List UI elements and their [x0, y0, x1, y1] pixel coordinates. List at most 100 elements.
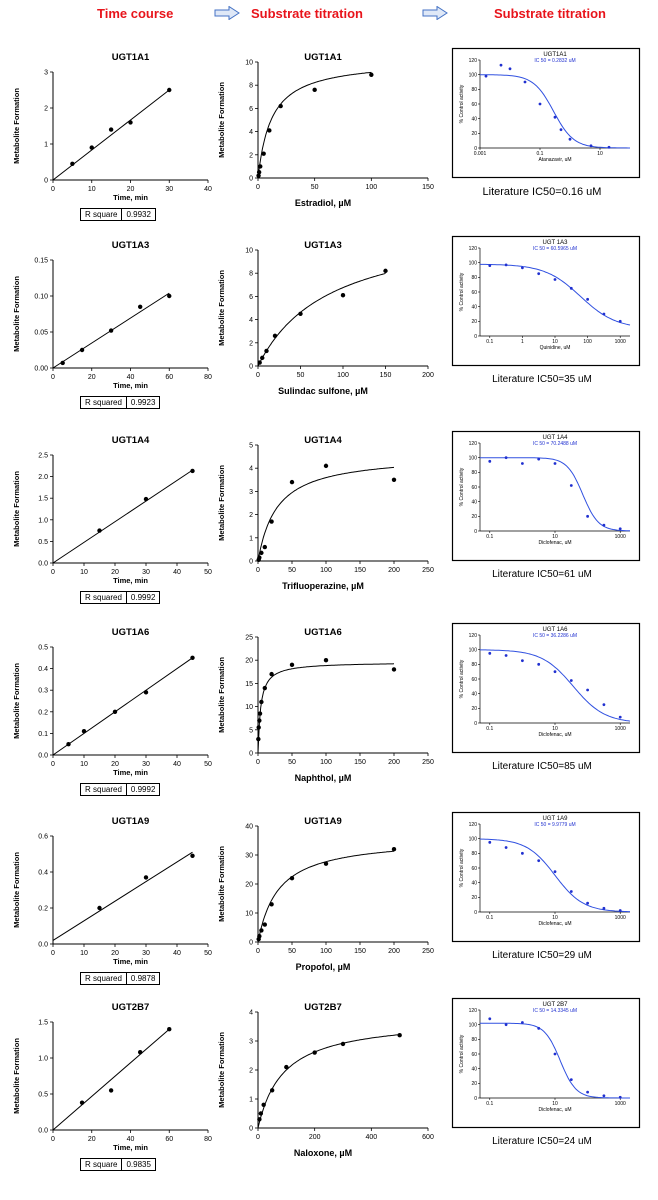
y-tick-label: 0.10 [34, 294, 48, 301]
x-tick-label: 20 [111, 569, 119, 576]
x-tick-label: 200 [422, 372, 434, 379]
michaelis-menten-fit [257, 71, 372, 179]
y-tick-label: 0.05 [34, 330, 48, 337]
y-tick-label: 100 [469, 455, 478, 461]
data-point [269, 902, 274, 907]
data-point [553, 462, 557, 465]
x-tick-label: 10 [80, 761, 88, 768]
x-tick-label: 40 [127, 374, 135, 381]
y-tick-label: 2 [44, 106, 48, 113]
x-axis-label: Time, min [113, 1143, 148, 1152]
y-tick-label: 20 [245, 882, 253, 889]
y-tick-label: 40 [245, 824, 253, 831]
y-tick-label: 0.5 [38, 539, 48, 546]
y-tick-label: 80 [471, 470, 477, 476]
data-point [143, 690, 149, 695]
data-point [602, 906, 606, 910]
x-tick-label: 0 [256, 184, 260, 191]
data-point [262, 685, 267, 691]
x-tick-label: 0 [256, 567, 260, 574]
fit-line [52, 89, 170, 181]
ic50-subtitle: IC 50 = 60.5965 uM [533, 246, 577, 252]
data-point [586, 297, 590, 301]
data-point [323, 463, 329, 469]
data-point [569, 1078, 573, 1082]
x-tick-label: 1000 [615, 915, 626, 921]
data-point [537, 457, 541, 461]
michaelis-menten-fit [257, 1034, 400, 1129]
data-point [312, 87, 317, 93]
ic50-frame [451, 235, 641, 367]
x-axis-label: Sulindac sulfone, µM [278, 386, 368, 396]
r-squared-value: 0.9992 [125, 784, 159, 795]
y-tick-label: 0.4 [38, 870, 48, 877]
fit-line [52, 1028, 170, 1131]
data-point [504, 846, 508, 849]
y-tick-label: 0.1 [38, 731, 48, 738]
data-point [520, 462, 524, 465]
data-point [257, 711, 263, 716]
data-point [257, 555, 262, 560]
y-axis-label: Metabolite Formation [217, 465, 226, 541]
x-axis-label: Time, min [113, 381, 148, 390]
y-tick-label: 0.2 [38, 709, 48, 716]
y-tick-label: 6 [249, 106, 253, 113]
chart-title: UGT1A6 [112, 627, 149, 638]
x-tick-label: 40 [127, 1136, 135, 1143]
literature-ic50-caption: Literature IC50=85 uM [492, 761, 592, 772]
x-tick-label: 100 [337, 372, 349, 379]
y-tick-label: 4 [249, 129, 253, 136]
y-tick-label: 20 [471, 895, 477, 901]
y-tick-label: 0 [474, 146, 477, 152]
timecourse-panel: UGT1A4 0.0 0.5 1.0 1.5 2.0 2.5 0 10 20 30 40 50 Time,… [12, 435, 212, 585]
data-point [618, 319, 622, 323]
r-squared-label: R squared [85, 398, 122, 407]
data-point [397, 1033, 402, 1038]
x-axis-label: Atanazavir, uM [538, 157, 571, 163]
header-substrate-titration-1: Substrate titration [251, 6, 363, 21]
ic50-subtitle: IC 50 = 36.2286 uM [533, 633, 577, 639]
y-tick-label: 100 [469, 72, 478, 78]
x-axis-label: Quinidine, uM [540, 345, 571, 351]
y-tick-label: 80 [471, 662, 477, 668]
data-point [553, 870, 557, 874]
timecourse-panel: UGT1A6 0.0 0.1 0.2 0.3 0.4 0.5 0 10 20 30 40 50 Time,… [12, 627, 212, 777]
y-axis-label: Metabolite Formation [217, 657, 226, 733]
y-tick-label: 60 [471, 1052, 477, 1058]
y-tick-label: 0.0 [38, 1128, 48, 1135]
data-point [520, 851, 524, 855]
data-point [167, 87, 172, 93]
x-tick-label: 80 [204, 374, 212, 381]
y-tick-label: 0.0 [38, 942, 48, 949]
x-tick-label: 250 [422, 948, 434, 955]
data-point [66, 742, 71, 747]
data-point [323, 861, 329, 866]
header-substrate-titration-2: Substrate titration [494, 6, 606, 21]
data-point [289, 479, 295, 485]
y-tick-label: 40 [471, 499, 477, 505]
x-tick-label: 10 [552, 534, 558, 540]
ic50-title: UGT 1A6 [543, 627, 569, 633]
chart-title: UGT1A6 [304, 627, 341, 638]
data-point [504, 654, 508, 657]
y-tick-label: 80 [471, 1037, 477, 1043]
x-tick-label: 0.1 [486, 726, 493, 732]
x-tick-label: 1000 [615, 339, 626, 345]
x-tick-label: 100 [320, 567, 332, 574]
y-axis-label: % Control activity [459, 84, 465, 123]
x-tick-label: 150 [354, 948, 366, 955]
data-point [89, 145, 94, 150]
y-axis-label: Metabolite Formation [12, 88, 21, 164]
y-tick-label: 3 [44, 70, 48, 77]
data-point [278, 103, 283, 109]
y-tick-label: 80 [471, 851, 477, 857]
y-tick-label: 40 [471, 691, 477, 697]
literature-ic50-caption: Literature IC50=24 uM [492, 1136, 592, 1147]
data-point [190, 655, 195, 660]
y-tick-label: 2.0 [38, 474, 48, 481]
y-tick-label: 4 [249, 1010, 253, 1017]
y-tick-label: 0 [474, 334, 477, 340]
x-tick-label: 1 [521, 339, 524, 345]
y-tick-label: 120 [469, 633, 478, 639]
data-point [289, 662, 295, 668]
